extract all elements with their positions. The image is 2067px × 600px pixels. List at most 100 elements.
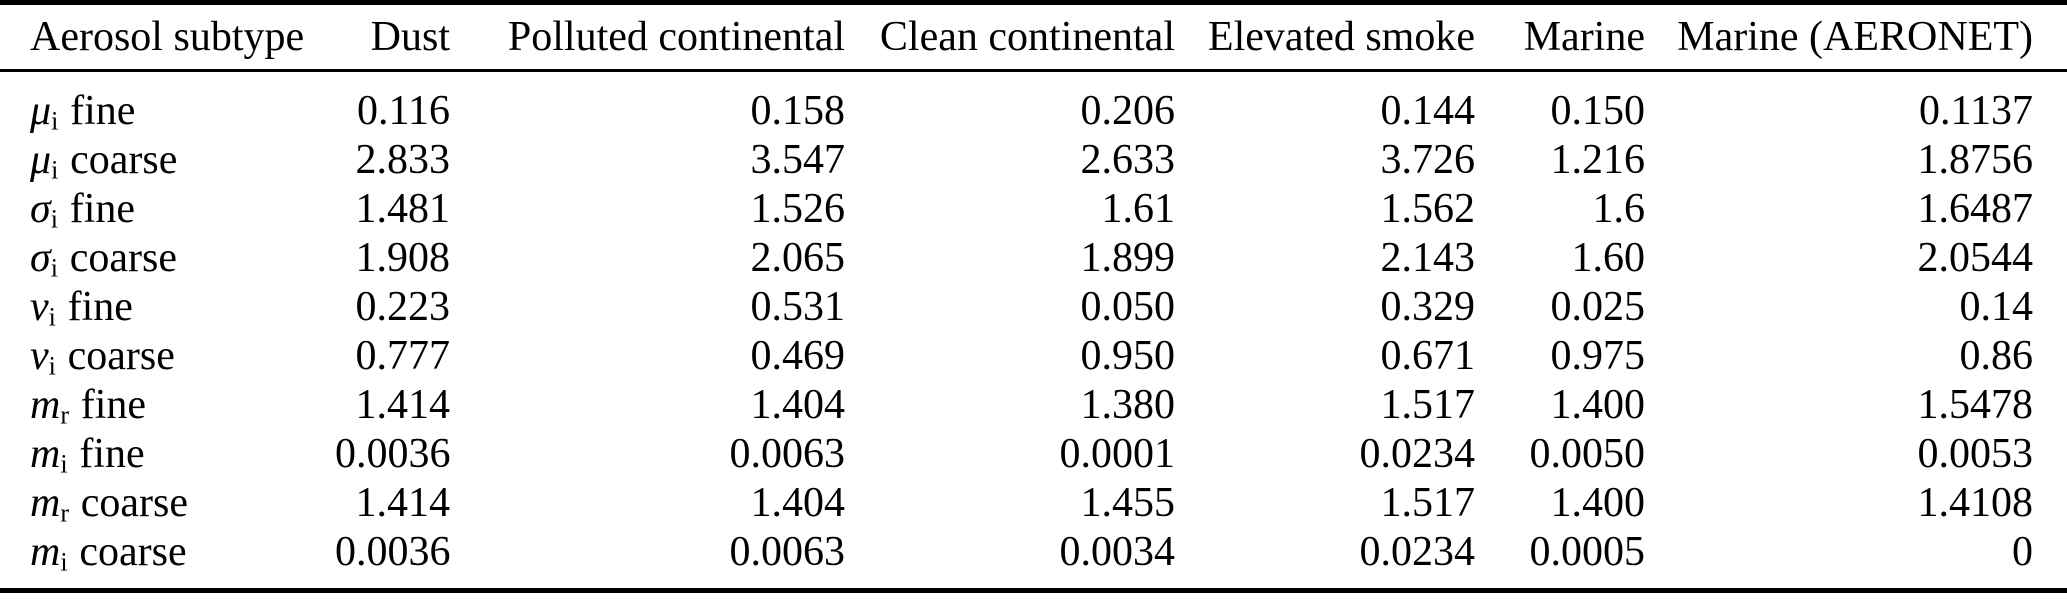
parameter-symbol: μ bbox=[30, 87, 52, 134]
parameter-symbol: σ bbox=[30, 234, 51, 281]
cell-value: 0.025 bbox=[1550, 283, 1646, 330]
cell-value: 0.975 bbox=[1550, 332, 1646, 379]
row-label: σi coarse bbox=[0, 233, 335, 282]
cell-value: 0.0063 bbox=[729, 430, 846, 477]
cell-value: 1.414 bbox=[355, 381, 451, 428]
cell-value: 0.671 bbox=[1380, 332, 1476, 379]
cell-value: 1.526 bbox=[750, 185, 846, 232]
parameter-symbol: ν bbox=[30, 332, 49, 379]
row-label: σi fine bbox=[0, 184, 335, 233]
parameter-symbol: m bbox=[30, 430, 61, 477]
cell-value: 0.150 bbox=[1550, 87, 1646, 134]
cell-value: 0.0036 bbox=[335, 430, 451, 477]
cell-value: 0.206 bbox=[1080, 87, 1176, 134]
cell-value: 0.116 bbox=[357, 87, 450, 134]
column-header-dust: Dust bbox=[370, 14, 450, 60]
cell-value: 2.0544 bbox=[1917, 234, 2034, 281]
cell-value: 0.0034 bbox=[1059, 528, 1176, 575]
cell-value: 0.050 bbox=[1080, 283, 1176, 330]
table-row-sigma-i-coarse: σi coarse 1.908 2.065 1.899 2.143 1.60 2.0544 bbox=[0, 233, 2067, 282]
column-header-marine-aeronet: Marine (AERONET) bbox=[1677, 14, 2033, 60]
mode-label: coarse bbox=[70, 136, 178, 183]
row-label: mr coarse bbox=[0, 478, 335, 527]
cell-value: 1.380 bbox=[1080, 381, 1176, 428]
cell-value: 1.400 bbox=[1550, 479, 1646, 526]
table-row-nu-i-fine: νi fine 0.223 0.531 0.050 0.329 0.025 0.14 bbox=[0, 282, 2067, 331]
cell-value: 0.0005 bbox=[1529, 528, 1646, 575]
cell-value: 1.481 bbox=[355, 185, 451, 232]
cell-value: 1.5478 bbox=[1917, 381, 2034, 428]
cell-value: 0.0234 bbox=[1359, 528, 1476, 575]
column-header-aerosol-subtype: Aerosol subtype bbox=[30, 14, 305, 60]
cell-value: 1.404 bbox=[750, 479, 846, 526]
mode-label: fine bbox=[67, 283, 133, 330]
mode-label: coarse bbox=[69, 234, 177, 281]
cell-value: 0.0001 bbox=[1059, 430, 1176, 477]
table-row-mu-i-coarse: μi coarse 2.833 3.547 2.633 3.726 1.216 1.8756 bbox=[0, 135, 2067, 184]
table-body: μi fine 0.116 0.158 0.206 0.144 0.150 0.1137 μi c… bbox=[0, 71, 2067, 591]
column-header-polluted-continental: Polluted continental bbox=[507, 14, 845, 60]
cell-value: 0.0234 bbox=[1359, 430, 1476, 477]
cell-value: 2.833 bbox=[355, 136, 451, 183]
parameter-subscript: i bbox=[50, 253, 58, 283]
cell-value: 0.223 bbox=[355, 283, 451, 330]
cell-value: 1.8756 bbox=[1917, 136, 2034, 183]
table-row-sigma-i-fine: σi fine 1.481 1.526 1.61 1.562 1.6 1.6487 bbox=[0, 184, 2067, 233]
parameter-subscript: i bbox=[51, 106, 59, 136]
parameter-symbol: σ bbox=[30, 185, 51, 232]
cell-value: 1.216 bbox=[1550, 136, 1646, 183]
mode-label: fine bbox=[70, 87, 136, 134]
cell-value: 0.14 bbox=[1959, 283, 2034, 330]
row-label: mr fine bbox=[0, 380, 335, 429]
cell-value: 2.143 bbox=[1380, 234, 1476, 281]
parameter-subscript: i bbox=[60, 547, 68, 577]
mode-label: fine bbox=[69, 185, 135, 232]
table-row-nu-i-coarse: νi coarse 0.777 0.469 0.950 0.671 0.975 0.86 bbox=[0, 331, 2067, 380]
parameter-symbol: ν bbox=[30, 283, 49, 330]
parameter-subscript: i bbox=[51, 155, 59, 185]
cell-value: 0.531 bbox=[750, 283, 846, 330]
table-row-mu-i-fine: μi fine 0.116 0.158 0.206 0.144 0.150 0.1137 bbox=[0, 71, 2067, 136]
cell-value: 1.6 bbox=[1592, 185, 1646, 232]
parameter-symbol: m bbox=[30, 479, 61, 526]
parameter-subscript: r bbox=[60, 400, 70, 430]
row-label: mi fine bbox=[0, 429, 335, 478]
cell-value: 1.414 bbox=[355, 479, 451, 526]
cell-value: 2.065 bbox=[750, 234, 846, 281]
parameter-symbol: μ bbox=[30, 136, 52, 183]
cell-value: 0.777 bbox=[355, 332, 451, 379]
cell-value: 3.726 bbox=[1380, 136, 1476, 183]
cell-value: 0.144 bbox=[1380, 87, 1476, 134]
cell-value: 0.0063 bbox=[729, 528, 846, 575]
parameter-subscript: i bbox=[50, 204, 58, 234]
mode-label: coarse bbox=[67, 332, 175, 379]
table-header: Aerosol subtype Dust Polluted continental C… bbox=[0, 3, 2067, 71]
table-row-m-r-coarse: mr coarse 1.414 1.404 1.455 1.517 1.400 1.4108 bbox=[0, 478, 2067, 527]
row-label: νi coarse bbox=[0, 331, 335, 380]
cell-value: 1.400 bbox=[1550, 381, 1646, 428]
parameter-subscript: i bbox=[48, 302, 56, 332]
mode-label: fine bbox=[80, 381, 147, 428]
cell-value: 1.908 bbox=[355, 234, 451, 281]
cell-value: 1.61 bbox=[1101, 185, 1176, 232]
cell-value: 0.0050 bbox=[1529, 430, 1646, 477]
cell-value: 1.60 bbox=[1571, 234, 1646, 281]
row-label: μi coarse bbox=[0, 135, 335, 184]
cell-value: 1.4108 bbox=[1917, 479, 2034, 526]
cell-value: 1.455 bbox=[1080, 479, 1176, 526]
cell-value: 2.633 bbox=[1080, 136, 1176, 183]
cell-value: 0.469 bbox=[750, 332, 846, 379]
column-header-marine: Marine bbox=[1523, 14, 1645, 60]
cell-value: 0 bbox=[2012, 528, 2033, 575]
cell-value: 1.404 bbox=[750, 381, 846, 428]
header-row: Aerosol subtype Dust Polluted continental C… bbox=[0, 3, 2067, 71]
row-label: νi fine bbox=[0, 282, 335, 331]
cell-value: 0.0036 bbox=[335, 528, 451, 575]
cell-value: 0.86 bbox=[1959, 332, 2034, 379]
cell-value: 1.562 bbox=[1380, 185, 1476, 232]
cell-value: 0.158 bbox=[750, 87, 846, 134]
mode-label: coarse bbox=[80, 479, 189, 526]
column-header-elevated-smoke: Elevated smoke bbox=[1207, 14, 1475, 60]
mode-label: fine bbox=[79, 430, 145, 477]
